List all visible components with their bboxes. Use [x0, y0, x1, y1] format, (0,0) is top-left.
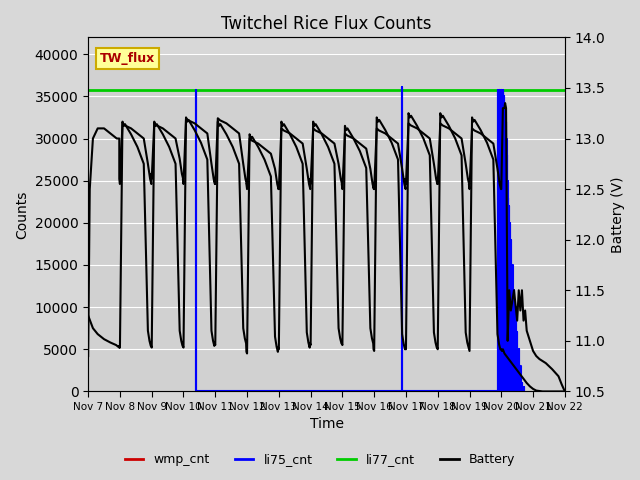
Y-axis label: Battery (V): Battery (V) [611, 176, 625, 252]
X-axis label: Time: Time [310, 418, 344, 432]
Y-axis label: Counts: Counts [15, 190, 29, 239]
Legend: wmp_cnt, li75_cnt, li77_cnt, Battery: wmp_cnt, li75_cnt, li77_cnt, Battery [120, 448, 520, 471]
Title: Twitchel Rice Flux Counts: Twitchel Rice Flux Counts [221, 15, 432, 33]
Text: TW_flux: TW_flux [100, 52, 156, 65]
Bar [88, 54, 565, 391]
